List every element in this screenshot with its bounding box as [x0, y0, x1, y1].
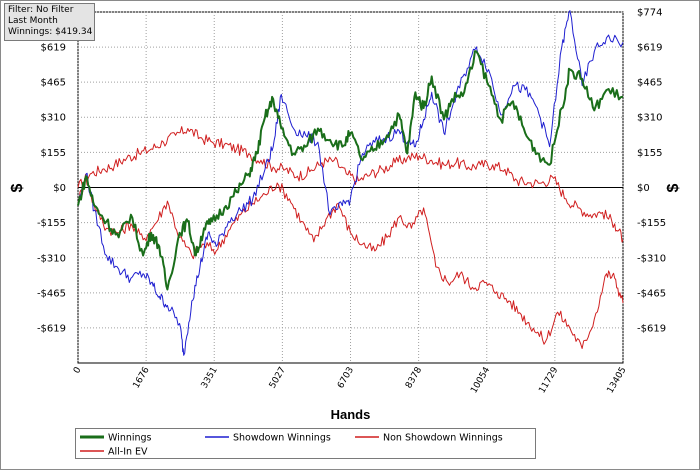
x-tick-label: 8378	[404, 365, 424, 390]
x-tick-label: 1676	[132, 365, 152, 390]
y-tick-label-right: $0	[637, 183, 650, 194]
legend-label-winnings: Winnings	[108, 433, 152, 444]
legend-box	[75, 428, 536, 459]
y-tick-label-right: $155	[637, 148, 662, 159]
y-tick-label-right: -$465	[637, 288, 666, 299]
x-tick-label: 10054	[469, 365, 492, 395]
filter-info-box: Filter: No Filter Last Month Winnings: $…	[4, 3, 95, 41]
y-tick-label-left: $310	[41, 113, 66, 124]
series-line-allin-ev	[77, 177, 624, 349]
y-tick-label-left: -$619	[37, 323, 66, 334]
series-line-non-showdown	[77, 126, 624, 243]
x-tick-label: 0	[72, 365, 84, 375]
y-tick-label-left: -$310	[37, 253, 66, 264]
legend-label-allin-ev: All-In EV	[108, 447, 148, 458]
y-tick-label-left: $0	[53, 183, 66, 194]
winnings-total-label: Winnings: $419.34	[8, 27, 93, 37]
y-tick-label-right: -$619	[637, 323, 666, 334]
x-tick-label: 3351	[200, 366, 220, 391]
y-tick-label-right: -$310	[637, 253, 666, 264]
series-line-winnings	[77, 50, 624, 291]
x-tick-label: 13405	[606, 366, 629, 396]
x-tick-label: 6703	[336, 366, 356, 391]
x-tick-label: 11729	[537, 365, 560, 395]
legend-label-showdown: Showdown Winnings	[233, 433, 331, 444]
y-tick-label-right: $619	[637, 43, 662, 54]
y-tick-label-right: -$155	[637, 218, 666, 229]
y-tick-label-left: $155	[41, 148, 66, 159]
y-axis-title-left: $	[9, 183, 26, 192]
y-tick-label-right: $774	[637, 8, 662, 19]
y-axis-title-right: $	[665, 183, 682, 192]
y-tick-label-left: -$155	[37, 218, 66, 229]
y-tick-label-right: $465	[637, 78, 662, 89]
period-label: Last Month	[8, 16, 58, 26]
y-tick-label-left: -$465	[37, 288, 66, 299]
x-axis-title: Hands	[331, 407, 371, 422]
x-tick-label: 5027	[268, 366, 288, 391]
y-tick-label-left: $465	[41, 78, 66, 89]
series-line-showdown	[77, 10, 624, 356]
filter-label: Filter: No Filter	[8, 5, 74, 15]
y-tick-label-right: $310	[637, 113, 662, 124]
legend-label-non-showdown: Non Showdown Winnings	[383, 433, 503, 444]
y-tick-label-left: $619	[41, 43, 66, 54]
